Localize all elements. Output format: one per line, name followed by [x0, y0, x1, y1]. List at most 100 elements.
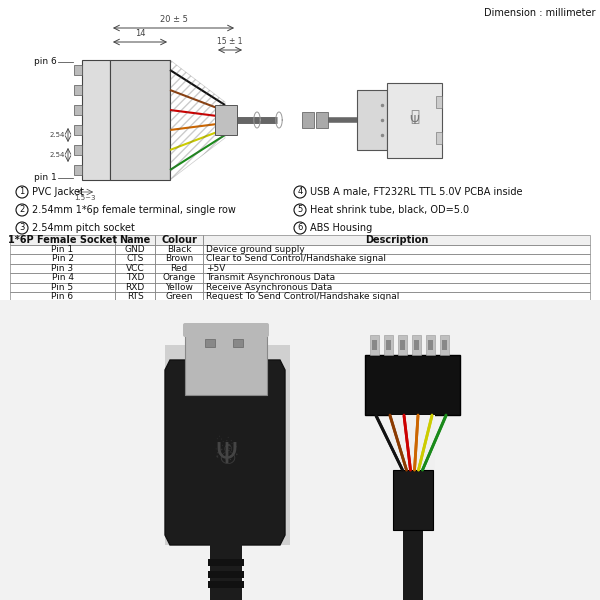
Bar: [115, 235, 155, 245]
Bar: [370, 335, 379, 355]
Text: 2.54mm pitch socket: 2.54mm pitch socket: [32, 223, 135, 233]
Text: Red: Red: [170, 264, 188, 273]
Bar: [203, 245, 590, 254]
Text: CTS: CTS: [127, 254, 143, 263]
Text: Receive Asynchronous Data: Receive Asynchronous Data: [206, 283, 332, 292]
Text: 2.54mm 1*6p female terminal, single row: 2.54mm 1*6p female terminal, single row: [32, 205, 236, 215]
Text: Green: Green: [165, 292, 193, 301]
Text: RXD: RXD: [125, 283, 145, 292]
Text: Colour: Colour: [161, 235, 197, 245]
Text: RTS: RTS: [127, 292, 143, 301]
Circle shape: [294, 186, 306, 198]
Bar: [387, 82, 442, 157]
Bar: [115, 263, 155, 273]
Text: 2.54: 2.54: [50, 132, 65, 138]
Text: $\Psi$: $\Psi$: [215, 441, 237, 469]
Bar: [82, 60, 110, 180]
Bar: [115, 235, 155, 245]
Text: Yellow: Yellow: [165, 283, 193, 292]
Text: Pin 5: Pin 5: [52, 283, 74, 292]
Bar: [203, 235, 590, 245]
Circle shape: [16, 186, 28, 198]
Text: 15 ± 1: 15 ± 1: [217, 37, 243, 46]
Bar: [392, 470, 433, 530]
Text: 4: 4: [298, 187, 302, 196]
Bar: [426, 335, 435, 355]
Bar: [155, 245, 203, 254]
Bar: [372, 340, 377, 350]
Bar: [10, 292, 115, 301]
Bar: [74, 165, 82, 175]
Bar: [208, 581, 244, 588]
Bar: [155, 292, 203, 301]
Text: Pin 3: Pin 3: [52, 264, 74, 273]
Bar: [74, 145, 82, 155]
Bar: [74, 105, 82, 115]
Bar: [115, 254, 155, 263]
Bar: [10, 235, 115, 245]
Text: Request To Send Control/Handshake signal: Request To Send Control/Handshake signal: [206, 292, 400, 301]
Bar: [412, 335, 421, 355]
Text: USB A male, FT232RL TTL 5.0V PCBA inside: USB A male, FT232RL TTL 5.0V PCBA inside: [310, 187, 523, 197]
Bar: [210, 540, 242, 600]
Text: Transmit Asynchronous Data: Transmit Asynchronous Data: [206, 273, 335, 282]
Text: 2: 2: [19, 205, 25, 214]
Text: Description: Description: [365, 235, 428, 245]
Text: 2.54: 2.54: [50, 152, 65, 158]
Text: Pin 6: Pin 6: [52, 292, 74, 301]
Bar: [233, 339, 243, 347]
Bar: [115, 273, 155, 283]
Polygon shape: [165, 360, 285, 545]
Bar: [165, 345, 290, 545]
Bar: [386, 340, 391, 350]
Bar: [208, 571, 244, 578]
Text: Black: Black: [167, 245, 191, 254]
Bar: [208, 559, 244, 566]
Circle shape: [16, 204, 28, 216]
Text: VCC: VCC: [125, 264, 145, 273]
Text: PVC Jacket: PVC Jacket: [32, 187, 84, 197]
Bar: [203, 273, 590, 283]
Bar: [10, 235, 115, 245]
Bar: [203, 235, 590, 245]
Text: Orange: Orange: [163, 273, 196, 282]
Text: Clear to Send Control/Handshake signal: Clear to Send Control/Handshake signal: [206, 254, 386, 263]
Bar: [10, 273, 115, 283]
Bar: [414, 340, 419, 350]
Text: TXD: TXD: [126, 273, 144, 282]
Bar: [436, 132, 442, 144]
Bar: [203, 292, 590, 301]
Text: Dimension : millimeter: Dimension : millimeter: [484, 8, 595, 18]
Bar: [428, 340, 433, 350]
Bar: [205, 339, 215, 347]
Bar: [403, 530, 422, 600]
Bar: [74, 65, 82, 75]
Bar: [155, 254, 203, 263]
Bar: [203, 283, 590, 292]
Text: Pin 4: Pin 4: [52, 273, 74, 282]
Text: $\Psi$: $\Psi$: [409, 113, 420, 127]
Text: 3: 3: [19, 223, 25, 232]
Bar: [185, 325, 267, 395]
Bar: [357, 90, 387, 150]
Text: Heat shrink tube, black, OD=5.0: Heat shrink tube, black, OD=5.0: [310, 205, 469, 215]
Circle shape: [294, 222, 306, 234]
Bar: [155, 235, 203, 245]
Bar: [10, 245, 115, 254]
Text: 5: 5: [298, 205, 302, 214]
Text: ABS Housing: ABS Housing: [310, 223, 372, 233]
Text: 1: 1: [19, 187, 25, 196]
Bar: [442, 340, 447, 350]
Bar: [74, 85, 82, 95]
Circle shape: [294, 204, 306, 216]
Bar: [155, 283, 203, 292]
Text: Pin 2: Pin 2: [52, 254, 74, 263]
Text: pin 6: pin 6: [34, 58, 57, 67]
Bar: [316, 112, 328, 128]
Text: 1*6P Female Socket: 1*6P Female Socket: [8, 235, 117, 245]
Bar: [391, 415, 434, 470]
Bar: [110, 60, 170, 180]
Bar: [115, 245, 155, 254]
Text: pin 1: pin 1: [34, 173, 57, 182]
Text: Device ground supply: Device ground supply: [206, 245, 305, 254]
